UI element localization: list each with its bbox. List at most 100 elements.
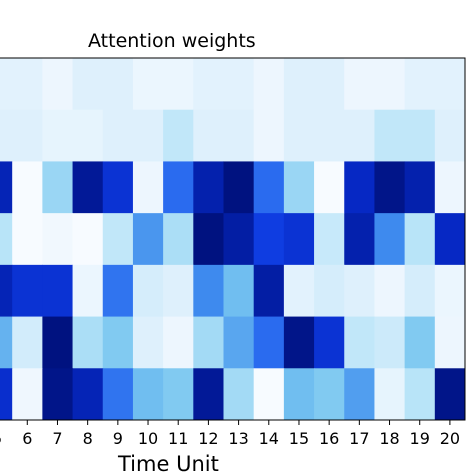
x-axis-label: Time Unit (118, 452, 219, 476)
heatmap-cell (253, 368, 285, 421)
heatmap-cell (42, 161, 74, 214)
heatmap-cell (163, 316, 194, 369)
heatmap-cells (0, 58, 466, 421)
heatmap-cell (314, 161, 345, 214)
heatmap-cell (193, 58, 224, 111)
heatmap-cell (0, 213, 13, 266)
heatmap-cell (102, 213, 134, 266)
heatmap-cell (374, 161, 406, 214)
heatmap-cell (404, 109, 436, 162)
heatmap-cell (12, 316, 43, 369)
heatmap-cell (42, 316, 74, 369)
heatmap-cell (253, 109, 285, 162)
heatmap-cell (374, 368, 406, 421)
heatmap-cell (314, 213, 345, 266)
heatmap-cell (132, 109, 164, 162)
heatmap-cell (344, 368, 375, 421)
heatmap-cell (253, 161, 285, 214)
heatmap-cell (0, 316, 13, 369)
heatmap-cell (72, 109, 104, 162)
heatmap-cell (404, 368, 436, 421)
heatmap-cell (42, 58, 74, 111)
heatmap-cell (12, 161, 43, 214)
heatmap-cell (163, 58, 194, 111)
heatmap-cell (42, 368, 74, 421)
heatmap-cell (132, 161, 164, 214)
heatmap-cell (193, 161, 224, 214)
heatmap-cell (163, 213, 194, 266)
heatmap-cell (223, 161, 255, 214)
heatmap-cell (72, 316, 104, 369)
heatmap-cell (253, 213, 285, 266)
heatmap-cell (132, 58, 164, 111)
heatmap-cell (223, 109, 255, 162)
x-tick-label: 18 (379, 429, 399, 448)
heatmap-cell (0, 161, 13, 214)
x-tick-label: 5 (0, 429, 2, 448)
heatmap-cell (404, 213, 436, 266)
heatmap-cell (434, 161, 466, 214)
x-tick-label: 12 (198, 429, 218, 448)
chart-title: Attention weights (88, 30, 256, 52)
x-tick-label: 15 (289, 429, 309, 448)
heatmap-cell (193, 368, 224, 421)
plot-frame (0, 57, 466, 421)
heatmap-cell (163, 264, 194, 318)
x-tick-label: 11 (168, 429, 188, 448)
heatmap-cell (283, 264, 315, 318)
heatmap-cell (12, 264, 43, 318)
heatmap-cell (253, 58, 285, 111)
x-tick-label: 7 (52, 429, 62, 448)
heatmap-cell (193, 109, 224, 162)
heatmap-cell (374, 316, 406, 369)
heatmap-cell (72, 368, 104, 421)
heatmap-cell (12, 213, 43, 266)
heatmap-cell (102, 368, 134, 421)
x-tick-label: 8 (83, 429, 93, 448)
heatmap-cell (344, 109, 375, 162)
heatmap-cell (434, 368, 466, 421)
heatmap-cell (283, 368, 315, 421)
heatmap-cell (12, 368, 43, 421)
heatmap-cell (72, 264, 104, 318)
heatmap-cell (132, 264, 164, 318)
heatmap-cell (223, 368, 255, 421)
heatmap-cell (223, 58, 255, 111)
heatmap-cell (404, 58, 436, 111)
heatmap-cell (193, 316, 224, 369)
heatmap-cell (223, 316, 255, 369)
heatmap-cell (0, 109, 13, 162)
heatmap-cell (283, 58, 315, 111)
heatmap-cell (314, 109, 345, 162)
heatmap-cell (12, 58, 43, 111)
heatmap-cell (344, 316, 375, 369)
heatmap-cell (314, 368, 345, 421)
heatmap-cell (12, 109, 43, 162)
heatmap-cell (42, 213, 74, 266)
x-axis-ticks: 5 6 7 8 9 10 11 12 13 14 15 16 17 18 19 20 (0, 420, 460, 448)
heatmap-cell (223, 264, 255, 318)
heatmap-cell (283, 161, 315, 214)
x-tick-label: 10 (138, 429, 158, 448)
heatmap-cell (102, 58, 134, 111)
x-tick-label: 19 (410, 429, 430, 448)
heatmap-cell (132, 213, 164, 266)
x-tick-label: 13 (228, 429, 248, 448)
heatmap-cell (223, 213, 255, 266)
heatmap-cell (434, 58, 466, 111)
heatmap-cell (434, 264, 466, 318)
heatmap-cell (314, 58, 345, 111)
heatmap-cell (163, 161, 194, 214)
heatmap-cell (42, 109, 74, 162)
heatmap-cell (0, 368, 13, 421)
heatmap-cell (72, 213, 104, 266)
heatmap-cell (102, 316, 134, 369)
heatmap-cell (344, 58, 375, 111)
x-tick-label: 20 (440, 429, 460, 448)
heatmap-cell (374, 58, 406, 111)
heatmap-cell (344, 213, 375, 266)
heatmap-cell (132, 316, 164, 369)
heatmap-cell (283, 316, 315, 369)
heatmap-cell (0, 264, 13, 318)
heatmap-cell (404, 161, 436, 214)
